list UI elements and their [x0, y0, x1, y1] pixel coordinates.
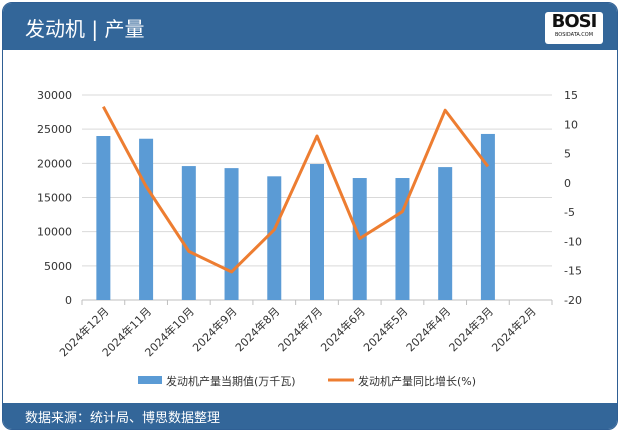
legend-bar-swatch [138, 376, 162, 384]
left-tick-label: 0 [65, 294, 72, 307]
bar [96, 136, 111, 300]
left-tick-label: 15000 [37, 192, 72, 205]
data-source: 数据来源：统计局、博思数据整理 [25, 411, 221, 426]
category-label: 2024年5月 [360, 304, 410, 354]
category-label: 2024年3月 [446, 304, 496, 354]
right-tick-label: -20 [564, 294, 582, 307]
legend-line-label: 发动机产量同比增长(%) [358, 374, 476, 388]
right-tick-label: 15 [564, 89, 578, 102]
header-bar: 发动机 | 产量 BOSI BOSIDATA.COM [3, 3, 617, 50]
right-tick-label: -10 [564, 235, 582, 248]
category-label: 2024年7月 [275, 304, 325, 354]
bar [267, 176, 282, 300]
right-tick-label: 5 [564, 148, 571, 161]
category-label: 2024年2月 [489, 304, 539, 354]
category-label: 2024年8月 [232, 304, 282, 354]
left-tick-label: 30000 [37, 89, 72, 102]
category-label: 2024年4月 [403, 304, 453, 354]
bar [438, 167, 453, 300]
bar [310, 164, 324, 300]
left-tick-label: 5000 [44, 260, 72, 273]
growth-line [102, 106, 490, 274]
right-tick-label: -5 [564, 206, 575, 219]
left-tick-label: 25000 [37, 123, 72, 136]
footer-bar: 数据来源：统计局、博思数据整理 [3, 403, 617, 429]
legend-bar-label: 发动机产量当期值(万千瓦) [166, 374, 296, 388]
right-tick-label: -15 [564, 265, 582, 278]
bar [480, 133, 495, 300]
bar [395, 178, 410, 300]
bar [139, 138, 154, 300]
left-tick-label: 10000 [37, 226, 72, 239]
category-label: 2024年9月 [189, 304, 239, 354]
bar [181, 166, 196, 300]
right-tick-label: 0 [564, 177, 571, 190]
bar [224, 168, 239, 300]
right-tick-label: 10 [564, 118, 578, 131]
bosi-logo: BOSI BOSIDATA.COM [545, 12, 603, 44]
chart-title: 发动机 | 产量 [25, 17, 145, 41]
category-label: 2024年6月 [318, 304, 368, 354]
left-tick-label: 20000 [37, 157, 72, 170]
